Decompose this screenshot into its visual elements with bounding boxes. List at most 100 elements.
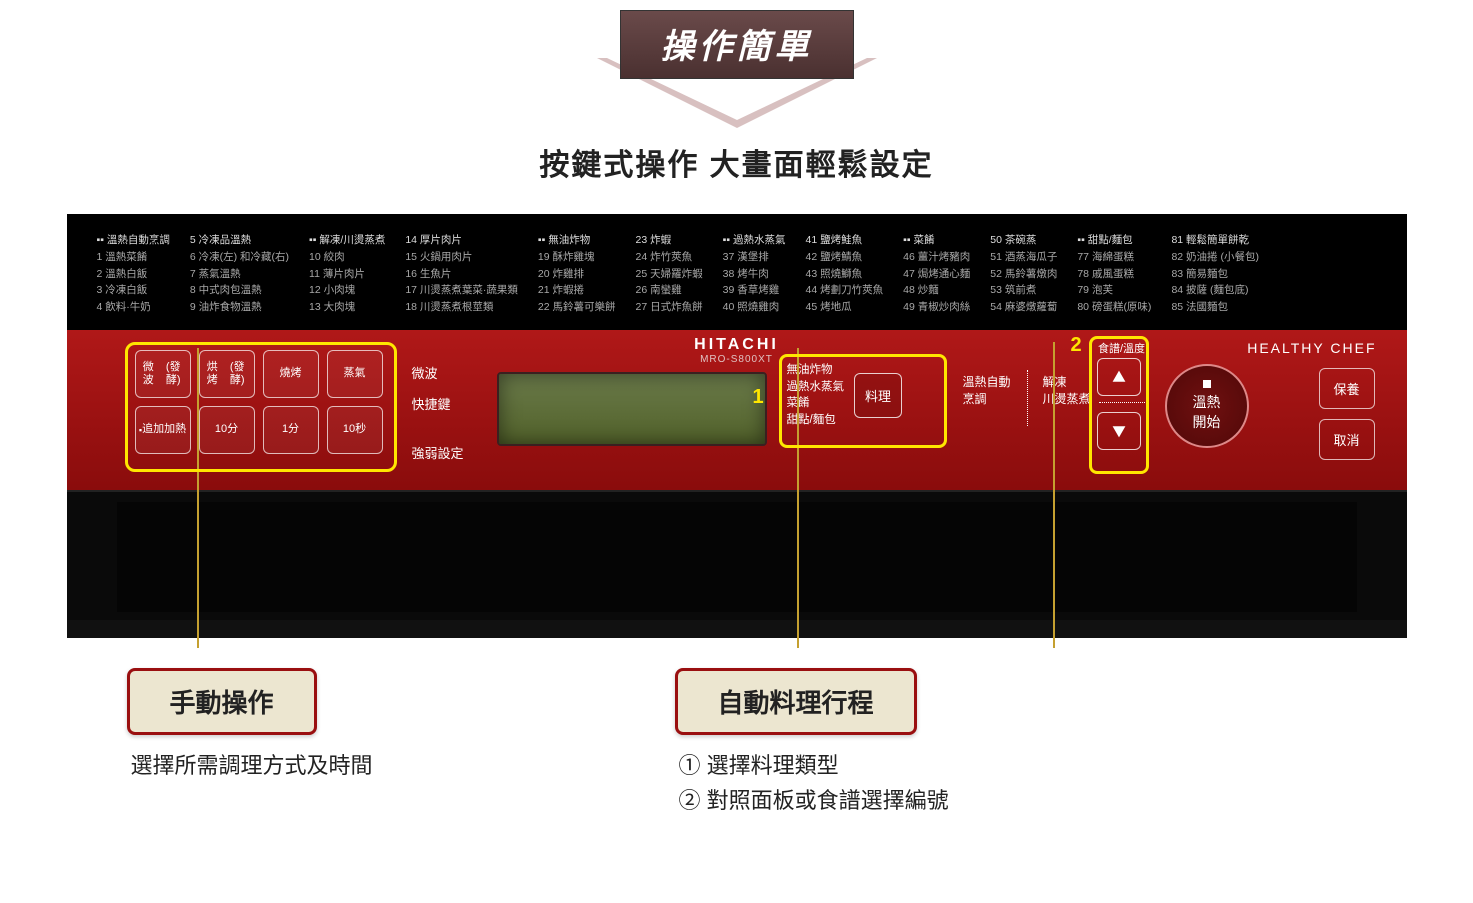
menu-item: 26 南蠻雞 <box>636 282 703 299</box>
callout-auto-desc: ① 選擇料理類型 ② 對照面板或食譜選擇編號 <box>679 748 949 818</box>
menu-item: 80 磅蛋糕(原味) <box>1077 299 1151 316</box>
menu-column: 23 炸蝦24 炸竹莢魚25 天婦羅炸蝦26 南蠻雞27 日式炸魚餅 <box>636 232 703 316</box>
appliance-body: ▪▪ 溫熱自動烹調1 溫熱菜餚2 溫熱白飯3 冷凍白飯4 飲料·牛奶5 冷凍品溫… <box>67 214 1407 490</box>
menu-item: 27 日式炸魚餅 <box>636 299 703 316</box>
manual-button[interactable]: 燒烤 <box>263 350 319 398</box>
start-heat-button[interactable]: 溫熱開始 <box>1165 364 1249 448</box>
appliance-foot <box>67 620 1407 638</box>
leader-line-dish <box>797 348 799 648</box>
menu-item: 43 照燒鰤魚 <box>806 266 884 283</box>
manual-button[interactable]: 蒸氣 <box>327 350 383 398</box>
menu-item: 52 馬鈴薯燉肉 <box>990 266 1057 283</box>
menu-item: 7 蒸氣溫熱 <box>190 266 289 283</box>
menu-item: 83 簡易麵包 <box>1171 266 1259 283</box>
drawer-front <box>117 502 1357 612</box>
mode-defrost-steam: 解凍川燙蒸煮 <box>1043 374 1091 408</box>
cancel-button[interactable]: 取消 <box>1319 419 1375 460</box>
arrow-down-button[interactable] <box>1097 412 1141 450</box>
menu-item: 11 薄片肉片 <box>309 266 385 283</box>
arrow-up-button[interactable] <box>1097 358 1141 396</box>
menu-item: 17 川燙蒸煮葉菜·蔬果類 <box>405 282 518 299</box>
menu-header: ▪▪ 解凍/川燙蒸煮 <box>309 232 385 249</box>
menu-item: 77 海綿蛋糕 <box>1077 249 1151 266</box>
start-heat-label: 溫熱開始 <box>1193 392 1221 432</box>
recipe-temp-arrows: 食譜/溫度 <box>1097 358 1147 456</box>
dish-select-group: 無油炸物過熱水蒸氣菜餚甜點/麵包 料理 <box>787 362 903 429</box>
menu-item: 25 天婦羅炸蝦 <box>636 266 703 283</box>
right-button-column: 保養 取消 <box>1319 368 1375 470</box>
menu-item: 44 烤劃刀竹莢魚 <box>806 282 884 299</box>
arrow-group-label: 食譜/溫度 <box>1097 340 1147 356</box>
manual-button[interactable]: 烘烤(發酵) <box>199 350 255 398</box>
manual-button[interactable]: 微波(發酵) <box>135 350 191 398</box>
healthy-chef-label: HEALTHY CHEF <box>1247 340 1376 356</box>
menu-header: ▪▪ 菜餚 <box>903 232 970 249</box>
menu-column: ▪▪ 溫熱自動烹調1 溫熱菜餚2 溫熱白飯3 冷凍白飯4 飲料·牛奶 <box>97 232 170 316</box>
menu-item: 49 青椒炒肉絲 <box>903 299 970 316</box>
manual-side-labels: 微波快捷鍵 強弱設定 <box>412 358 464 470</box>
menu-item: 38 烤牛肉 <box>723 266 786 283</box>
control-panel: 微波(發酵)烘烤(發酵)燒烤蒸氣 ▪追加加熱10分1分10秒 微波快捷鍵 強弱設定… <box>67 330 1407 490</box>
manual-button[interactable]: 10分 <box>199 406 255 454</box>
menu-header: 50 茶碗蒸 <box>990 232 1057 249</box>
menu-column: ▪▪ 菜餚46 薑汁烤豬肉47 焗烤通心麵48 炒麵49 青椒炒肉絲 <box>903 232 970 316</box>
menu-item: 78 戚風蛋糕 <box>1077 266 1151 283</box>
manual-button-grid: 微波(發酵)烘烤(發酵)燒烤蒸氣 ▪追加加熱10分1分10秒 <box>135 350 383 454</box>
callout-row: 手動操作 自動料理行程 選擇所需調理方式及時間 ① 選擇料理類型 ② 對照面板或… <box>67 668 1407 788</box>
banner-title: 操作簡單 <box>620 10 854 79</box>
menu-item: 84 披薩 (麵包底) <box>1171 282 1259 299</box>
callout-number-2: 2 <box>1071 334 1082 357</box>
callout-manual-title: 手動操作 <box>127 668 317 735</box>
menu-column: ▪▪ 無油炸物19 酥炸雞塊20 炸雞排21 炸蝦捲22 馬鈴薯可樂餅 <box>538 232 616 316</box>
lcd-display <box>497 372 767 446</box>
appliance-drawer <box>67 490 1407 620</box>
menu-item: 82 奶油捲 (小餐包) <box>1171 249 1259 266</box>
label-microwave-quickkey: 微波快捷鍵 <box>412 358 464 420</box>
menu-column: 41 鹽烤鮭魚42 鹽烤鯖魚43 照燒鰤魚44 烤劃刀竹莢魚45 烤地瓜 <box>806 232 884 316</box>
menu-item: 8 中式肉包溫熱 <box>190 282 289 299</box>
page-subtitle: 按鍵式操作 大畫面輕鬆設定 <box>0 140 1473 184</box>
menu-item: 9 油炸食物溫熱 <box>190 299 289 316</box>
menu-item: 21 炸蝦捲 <box>538 282 616 299</box>
maintenance-button[interactable]: 保養 <box>1319 368 1375 409</box>
menu-column: ▪▪ 解凍/川燙蒸煮10 絞肉11 薄片肉片12 小肉塊13 大肉塊 <box>309 232 385 316</box>
menu-header: 14 厚片肉片 <box>405 232 518 249</box>
menu-column: 50 茶碗蒸51 酒蒸海瓜子52 馬鈴薯燉肉53 筑前煮54 麻婆燉蘿蔔 <box>990 232 1057 316</box>
menu-header: ▪▪ 過熱水蒸氣 <box>723 232 786 249</box>
menu-item: 6 冷凍(左) 和冷藏(右) <box>190 249 289 266</box>
menu-column: 14 厚片肉片15 火鍋用肉片16 生魚片17 川燙蒸煮葉菜·蔬果類18 川燙蒸… <box>405 232 518 316</box>
menu-item: 48 炒麵 <box>903 282 970 299</box>
menu-item: 53 筑前煮 <box>990 282 1057 299</box>
menu-item: 54 麻婆燉蘿蔔 <box>990 299 1057 316</box>
menu-item: 85 法國麵包 <box>1171 299 1259 316</box>
dish-button[interactable]: 料理 <box>854 373 902 418</box>
menu-item: 42 鹽烤鯖魚 <box>806 249 884 266</box>
stop-square-icon <box>1203 380 1211 388</box>
menu-item: 46 薑汁烤豬肉 <box>903 249 970 266</box>
menu-item: 20 炸雞排 <box>538 266 616 283</box>
menu-item: 45 烤地瓜 <box>806 299 884 316</box>
manual-button[interactable]: ▪追加加熱 <box>135 406 191 454</box>
brand-name: HITACHI <box>694 336 779 354</box>
menu-item: 15 火鍋用肉片 <box>405 249 518 266</box>
manual-button[interactable]: 1分 <box>263 406 319 454</box>
menu-item: 18 川燙蒸煮根莖類 <box>405 299 518 316</box>
menu-item: 19 酥炸雞塊 <box>538 249 616 266</box>
mode-labels: 溫熱自動烹調 <box>963 374 1025 408</box>
menu-item: 16 生魚片 <box>405 266 518 283</box>
divider-dotted <box>1027 370 1028 426</box>
callout-auto-title: 自動料理行程 <box>675 668 917 735</box>
manual-button[interactable]: 10秒 <box>327 406 383 454</box>
menu-item: 37 漢堡排 <box>723 249 786 266</box>
menu-item: 39 香草烤雞 <box>723 282 786 299</box>
menu-item: 47 焗烤通心麵 <box>903 266 970 283</box>
menu-header: ▪▪ 無油炸物 <box>538 232 616 249</box>
menu-item: 1 溫熱菜餚 <box>97 249 170 266</box>
dish-type-list: 無油炸物過熱水蒸氣菜餚甜點/麵包 <box>787 362 845 429</box>
recipe-menu-panel: ▪▪ 溫熱自動烹調1 溫熱菜餚2 溫熱白飯3 冷凍白飯4 飲料·牛奶5 冷凍品溫… <box>67 214 1407 330</box>
callout-manual-desc: 選擇所需調理方式及時間 <box>131 748 373 780</box>
model-number: MRO-S800XT <box>694 354 779 365</box>
menu-header: 23 炸蝦 <box>636 232 703 249</box>
brand-block: HITACHI MRO-S800XT <box>694 336 779 365</box>
menu-item: 10 絞肉 <box>309 249 385 266</box>
